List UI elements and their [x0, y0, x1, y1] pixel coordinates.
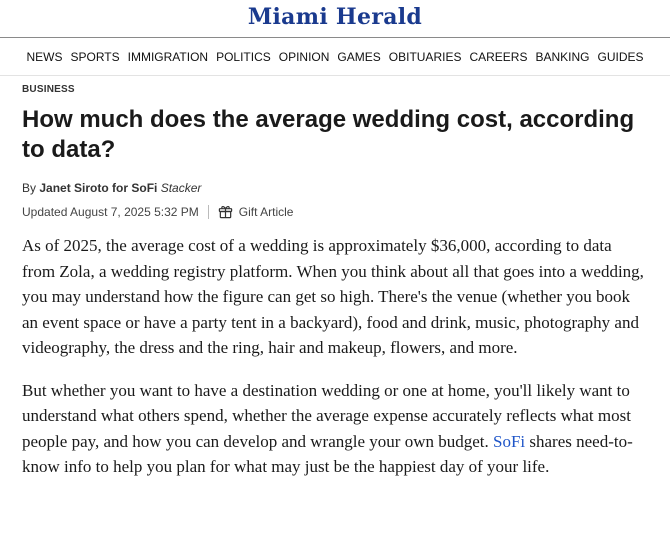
- byline-author[interactable]: Janet Siroto for SoFi: [39, 181, 158, 195]
- byline-outlet: Stacker: [160, 181, 202, 195]
- nav-item-politics[interactable]: POLITICS: [216, 49, 271, 64]
- byline-prefix: By: [22, 181, 37, 195]
- nav-item-guides[interactable]: GUIDES: [597, 49, 644, 64]
- article-meta: Updated August 7, 2025 5:32 PM Gift Arti…: [22, 204, 648, 219]
- gift-article-label: Gift Article: [238, 204, 294, 219]
- gift-article-button[interactable]: Gift Article: [218, 204, 294, 219]
- section-label[interactable]: BUSINESS: [22, 84, 75, 95]
- masthead: Miami Herald: [0, 0, 670, 37]
- nav-item-obituaries[interactable]: OBITUARIES: [388, 49, 462, 64]
- article-body: As of 2025, the average cost of a weddin…: [22, 233, 648, 480]
- nav-item-games[interactable]: GAMES: [337, 49, 381, 64]
- main-nav: NEWS SPORTS IMMIGRATION POLITICS OPINION…: [0, 37, 670, 76]
- byline: By Janet Siroto for SoFi Stacker: [22, 181, 648, 195]
- nav-item-opinion[interactable]: OPINION: [278, 49, 330, 64]
- paragraph-2-text-start: But whether you want to have a destinati…: [22, 380, 631, 451]
- site-logo[interactable]: Miami Herald: [247, 4, 423, 30]
- gift-icon: [218, 205, 232, 219]
- nav-item-news[interactable]: NEWS: [26, 49, 63, 64]
- updated-timestamp: Updated August 7, 2025 5:32 PM: [22, 204, 199, 219]
- nav-item-careers[interactable]: CAREERS: [469, 49, 528, 64]
- paragraph-2-text-end: shares need-to-know info to help you pla…: [22, 431, 633, 477]
- meta-divider: [207, 204, 209, 219]
- nav-item-banking[interactable]: BANKING: [535, 49, 590, 64]
- nav-item-sports[interactable]: SPORTS: [70, 49, 120, 64]
- article-title: How much does the average wedding cost, …: [22, 106, 635, 163]
- nav-item-immigration[interactable]: IMMIGRATION: [127, 49, 209, 64]
- article: BUSINESS How much does the average weddi…: [0, 84, 670, 480]
- sofi-link[interactable]: SoFi: [493, 431, 526, 451]
- paragraph-1: As of 2025, the average cost of a weddin…: [22, 236, 644, 357]
- paragraph-2: But whether you want to have a destinati…: [22, 378, 648, 480]
